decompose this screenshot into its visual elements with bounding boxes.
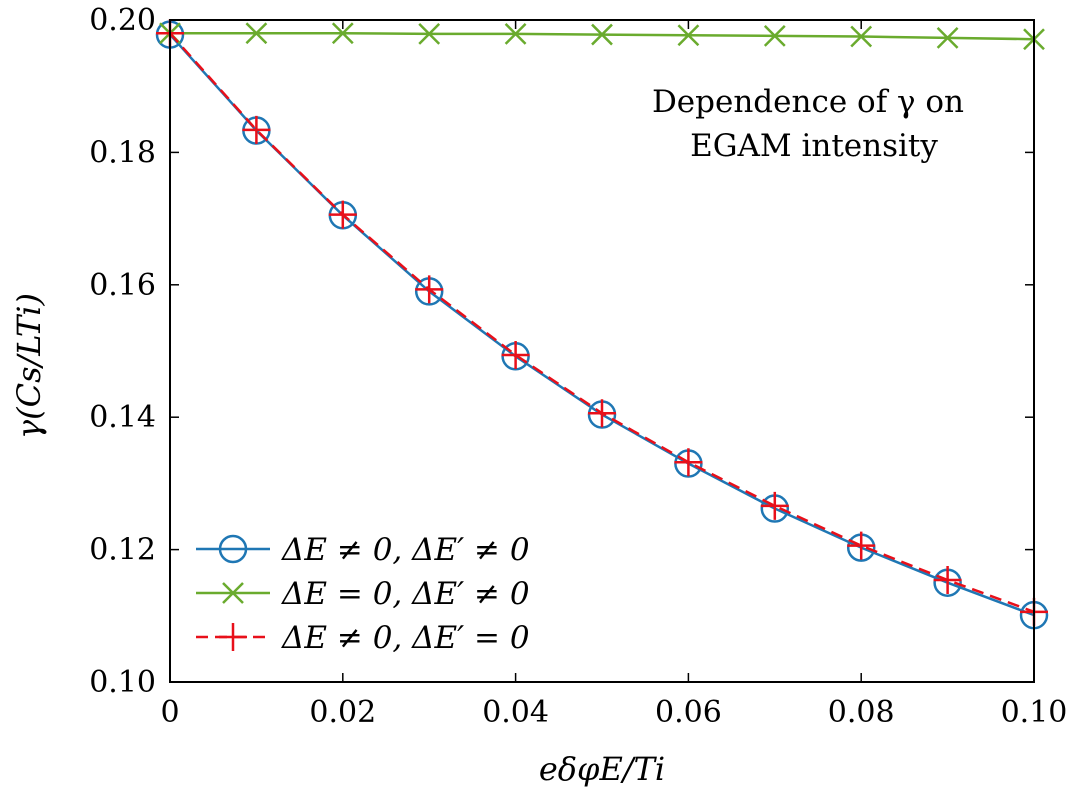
legend-marker-2 [222, 582, 244, 604]
y-tick-label: 0.10 [89, 665, 156, 700]
series-3-point [760, 491, 789, 520]
x-axis-label: eδφE/Ti [539, 750, 665, 788]
y-axis-label: γ(Cs/LTi) [10, 293, 48, 439]
annotation: Dependence of γ on EGAM intensity [652, 84, 964, 164]
y-tick-label: 0.18 [89, 135, 156, 170]
series-3-point [328, 200, 357, 229]
legend-marker-3 [219, 623, 247, 651]
legend-marker-1 [218, 534, 248, 564]
series-2 [159, 22, 1045, 51]
series-3-point [242, 115, 271, 144]
x-tick-label: 0 [160, 695, 179, 730]
series-2-point [504, 23, 527, 45]
legend-label-3: ΔE ≠ 0, ΔE′ = 0 [281, 620, 530, 656]
legend-label-1: ΔE ≠ 0, ΔE′ ≠ 0 [281, 532, 530, 568]
series-3-point [674, 448, 703, 477]
series-2-point [763, 25, 786, 47]
y-tick-label: 0.16 [89, 268, 156, 303]
series-2-point [418, 23, 441, 45]
series-3-point [415, 275, 444, 304]
legend: ΔE ≠ 0, ΔE′ ≠ 0 ΔE = 0, ΔE′ ≠ 0 ΔE ≠ 0, ΔE… [196, 532, 530, 656]
plot-frame [169, 19, 1035, 683]
x-tick-label: 0.06 [655, 695, 722, 730]
annotation-line-1: Dependence of γ on [652, 84, 964, 120]
series-2-point [677, 24, 700, 47]
series-2-point [936, 26, 959, 49]
y-tick-label: 0.20 [89, 3, 156, 38]
series-3-point [933, 566, 962, 595]
legend-label-2: ΔE = 0, ΔE′ ≠ 0 [281, 576, 530, 612]
series-3-point [501, 340, 530, 369]
x-tick-label: 0.04 [482, 695, 549, 730]
x-tick-label: 0.08 [828, 695, 895, 730]
x-tick-label: 0.02 [309, 695, 376, 730]
x-tick-label: 0.10 [1001, 695, 1068, 730]
y-tick-label: 0.12 [89, 533, 156, 568]
series-2-point [245, 22, 268, 45]
series-3-point [847, 531, 876, 560]
annotation-line-2: EGAM intensity [690, 128, 938, 164]
y-tick-label: 0.14 [89, 400, 156, 435]
plot-area [170, 20, 1034, 682]
series-3-point [588, 399, 616, 428]
series-2-point [331, 22, 354, 45]
ticks-layer: 0 0.02 0.04 0.06 0.08 0.10 0.10 0.12 0.14 0.16 0.1… [89, 3, 1067, 730]
series-2-point [850, 25, 873, 48]
series-2-point [591, 23, 613, 46]
